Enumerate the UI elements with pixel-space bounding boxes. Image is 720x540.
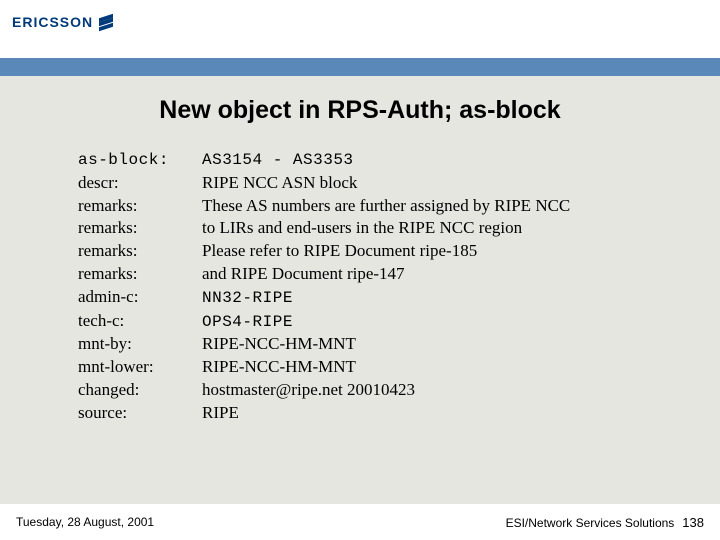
field-value: NN32-RIPE [202,288,293,310]
field-value: hostmaster@ripe.net 20010423 [202,379,415,402]
object-block: as-block: AS3154 - AS3353 descr: RIPE NC… [78,150,570,425]
ericsson-logo: ERICSSON [12,14,113,30]
field-row: source: RIPE [78,402,570,425]
field-row: admin-c: NN32-RIPE [78,286,570,310]
field-value: and RIPE Document ripe-147 [202,263,405,286]
field-value: to LIRs and end-users in the RIPE NCC re… [202,217,522,240]
field-label: remarks: [78,217,202,240]
field-label: tech-c: [78,310,202,333]
field-row: remarks: Please refer to RIPE Document r… [78,240,570,263]
field-value: RIPE-NCC-HM-MNT [202,333,356,356]
field-row: as-block: AS3154 - AS3353 [78,150,570,172]
field-value: AS3154 - AS3353 [202,150,354,172]
footer-bar: Tuesday, 28 August, 2001 ESI/Network Ser… [0,504,720,540]
header-bar: ERICSSON [0,0,720,58]
slide-title: New object in RPS-Auth; as-block [0,96,720,125]
logo-text: ERICSSON [12,14,93,30]
field-value: RIPE [202,402,239,425]
field-row: remarks: These AS numbers are further as… [78,195,570,218]
field-row: changed: hostmaster@ripe.net 20010423 [78,379,570,402]
field-value: RIPE-NCC-HM-MNT [202,356,356,379]
field-label: remarks: [78,263,202,286]
page-number: 138 [682,515,704,530]
footer-right: ESI/Network Services Solutions 138 [506,515,704,530]
field-row: descr: RIPE NCC ASN block [78,172,570,195]
field-label: descr: [78,172,202,195]
footer-org: ESI/Network Services Solutions [506,516,675,530]
field-label: remarks: [78,240,202,263]
field-row: tech-c: OPS4-RIPE [78,310,570,334]
field-value: These AS numbers are further assigned by… [202,195,570,218]
field-row: mnt-by: RIPE-NCC-HM-MNT [78,333,570,356]
field-label: source: [78,402,202,425]
field-label: as-block: [78,150,202,172]
field-label: mnt-by: [78,333,202,356]
field-row: remarks: and RIPE Document ripe-147 [78,263,570,286]
field-label: changed: [78,379,202,402]
field-value: Please refer to RIPE Document ripe-185 [202,240,477,263]
field-value: RIPE NCC ASN block [202,172,357,195]
accent-bar [0,58,720,76]
field-label: admin-c: [78,286,202,309]
footer-date: Tuesday, 28 August, 2001 [16,515,154,529]
field-value: OPS4-RIPE [202,312,293,334]
field-label: mnt-lower: [78,356,202,379]
field-row: mnt-lower: RIPE-NCC-HM-MNT [78,356,570,379]
slide: ERICSSON New object in RPS-Auth; as-bloc… [0,0,720,540]
field-label: remarks: [78,195,202,218]
field-row: remarks: to LIRs and end-users in the RI… [78,217,570,240]
ericsson-stripes-icon [99,16,113,29]
